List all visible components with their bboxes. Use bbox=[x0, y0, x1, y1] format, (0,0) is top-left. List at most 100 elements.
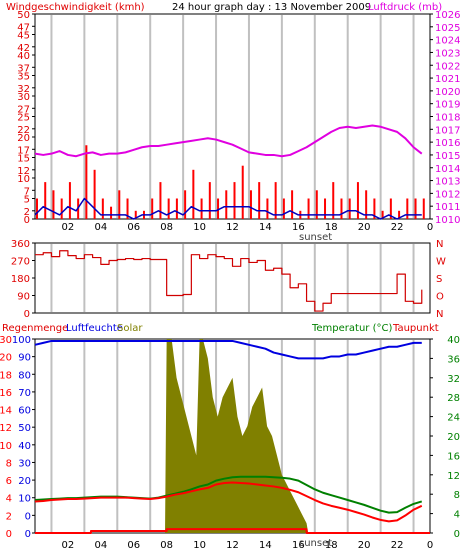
y-tick-label: 17 bbox=[17, 145, 30, 156]
rain-tick-label: 12 bbox=[0, 423, 12, 434]
y-tick-label-right: 1013 bbox=[435, 177, 460, 188]
y-tick-label: 180 bbox=[11, 274, 30, 285]
y-tick-label: 40 bbox=[18, 441, 31, 452]
y-tick-label-right: 1022 bbox=[435, 61, 460, 72]
rain-tick-label: 20 bbox=[0, 353, 12, 364]
y-tick-label-right: 1018 bbox=[435, 113, 460, 124]
y-tick-label: 50 bbox=[17, 10, 30, 21]
y-tick-label: 60 bbox=[18, 406, 31, 417]
y-tick-label: 2 bbox=[24, 207, 30, 218]
wind-plot-grid bbox=[50, 15, 415, 218]
rain-tick-label: 4 bbox=[6, 494, 12, 505]
rain-tick-label: 16 bbox=[0, 388, 12, 399]
y-tick-label: 7 bbox=[24, 186, 30, 197]
wind-x-axis-ticks: 02 04 06 08 10 12 14 16 18 20 22 0 bbox=[62, 222, 434, 233]
y-tick-label: 32 bbox=[17, 84, 30, 95]
y-tick-label: 90 bbox=[17, 292, 30, 303]
x-tick-label: 18 bbox=[325, 540, 338, 551]
x-tick-label: 16 bbox=[292, 540, 305, 551]
rain-tick-label: 14 bbox=[0, 406, 12, 417]
y-tick-label-right: 1011 bbox=[435, 202, 460, 213]
y-tick-label-right: 1024 bbox=[435, 36, 460, 47]
x-tick-label: 08 bbox=[160, 222, 173, 233]
compass-tick-label: N bbox=[436, 309, 443, 320]
rain-axis-label: Regenmenge bbox=[2, 323, 68, 334]
y-tick-label-right: 16 bbox=[447, 451, 460, 462]
y-tick-label: 45 bbox=[17, 31, 30, 42]
wind-axis-label: Windgeschwindigkeit (kmh) bbox=[6, 2, 145, 13]
rain-tick-label: 30 bbox=[0, 335, 12, 346]
rain-tick-label: 8 bbox=[6, 458, 12, 469]
compass-tick-label: N bbox=[436, 239, 443, 250]
humidity-axis-label: Luftfeuchte bbox=[66, 323, 123, 334]
y-tick-label: 0 bbox=[24, 309, 30, 320]
humidity-line bbox=[34, 339, 422, 360]
y-tick-label-right: 1019 bbox=[435, 100, 460, 111]
x-tick-label: 12 bbox=[226, 222, 239, 233]
x-tick-label: 02 bbox=[62, 540, 75, 551]
y-tick-label: 20 bbox=[18, 476, 31, 487]
y-tick-label: 37 bbox=[17, 63, 30, 74]
solar-axis-label: Solar bbox=[117, 323, 143, 334]
rain-tick-label: 2 bbox=[6, 511, 12, 522]
x-tick-label: 06 bbox=[127, 222, 140, 233]
y-tick-label-right: 1010 bbox=[435, 215, 460, 226]
y-tick-label-right: 1026 bbox=[435, 10, 460, 21]
temperature-y-axis-ticks: 0 4 8 12 16 20 24 28 32 36 40 bbox=[430, 335, 460, 540]
x-tick-label: 16 bbox=[292, 222, 305, 233]
graph-title: 24 hour graph day : 13 November 2009 bbox=[172, 2, 371, 13]
y-tick-label: 22 bbox=[17, 125, 30, 136]
y-tick-label: 30 bbox=[18, 458, 31, 469]
x-tick-label: 0 bbox=[427, 540, 433, 551]
y-tick-label: 360 bbox=[11, 239, 30, 250]
y-tick-label-right: 12 bbox=[447, 471, 460, 482]
y-tick-label-right: 1023 bbox=[435, 48, 460, 59]
x-tick-label: 04 bbox=[94, 222, 107, 233]
y-tick-label-right: 1020 bbox=[435, 87, 460, 98]
climate-sunset-label: sunset bbox=[299, 538, 332, 549]
temperature-axis-label: Temperatur (°C) bbox=[311, 323, 392, 334]
x-tick-label: 04 bbox=[94, 540, 107, 551]
y-tick-label: 47 bbox=[17, 22, 30, 33]
x-tick-label: 14 bbox=[259, 222, 272, 233]
y-tick-label-right: 32 bbox=[447, 374, 460, 385]
y-tick-label-right: 1025 bbox=[435, 23, 460, 34]
x-tick-label: 06 bbox=[127, 540, 140, 551]
y-tick-label: 0 bbox=[25, 529, 31, 540]
y-tick-label-right: 36 bbox=[447, 354, 460, 365]
x-tick-label: 20 bbox=[358, 540, 371, 551]
wind-plot-frame bbox=[34, 13, 431, 220]
y-tick-label-right: 1017 bbox=[435, 125, 460, 136]
compass-tick-label: S bbox=[436, 274, 442, 285]
y-tick-label: 100 bbox=[12, 335, 31, 346]
x-tick-label: 18 bbox=[325, 222, 338, 233]
direction-plot-marks bbox=[35, 250, 423, 312]
y-tick-label-right: 0 bbox=[454, 529, 460, 540]
x-tick-label: 02 bbox=[62, 222, 75, 233]
rain-tick-label: 18 bbox=[0, 370, 12, 381]
pressure-axis-label: Luftdruck (mb) bbox=[368, 2, 442, 13]
y-tick-label-right: 1021 bbox=[435, 74, 460, 85]
x-tick-label: 0 bbox=[427, 222, 433, 233]
rain-tick-label: 10 bbox=[0, 441, 12, 452]
y-tick-label: 10 bbox=[17, 174, 30, 185]
y-tick-label-right: 1012 bbox=[435, 189, 460, 200]
y-tick-label: 0 bbox=[25, 511, 31, 522]
wind-plot-marks bbox=[34, 124, 425, 220]
y-tick-label: 27 bbox=[17, 104, 30, 115]
wind-sunset-label: sunset bbox=[299, 232, 332, 243]
rain-tick-label: 6 bbox=[6, 476, 12, 487]
y-tick-label: 50 bbox=[18, 423, 31, 434]
humidity-y-axis-ticks: 0 0 10 20 30 40 50 60 70 80 90 100 bbox=[12, 335, 35, 540]
x-tick-label: 10 bbox=[193, 222, 206, 233]
wind-average-line bbox=[34, 197, 422, 220]
climate-x-axis-ticks: 02 04 06 08 10 12 14 16 18 20 22 0 bbox=[62, 540, 434, 551]
y-tick-label: 35 bbox=[17, 72, 30, 83]
direction-plot-frame bbox=[34, 242, 431, 314]
